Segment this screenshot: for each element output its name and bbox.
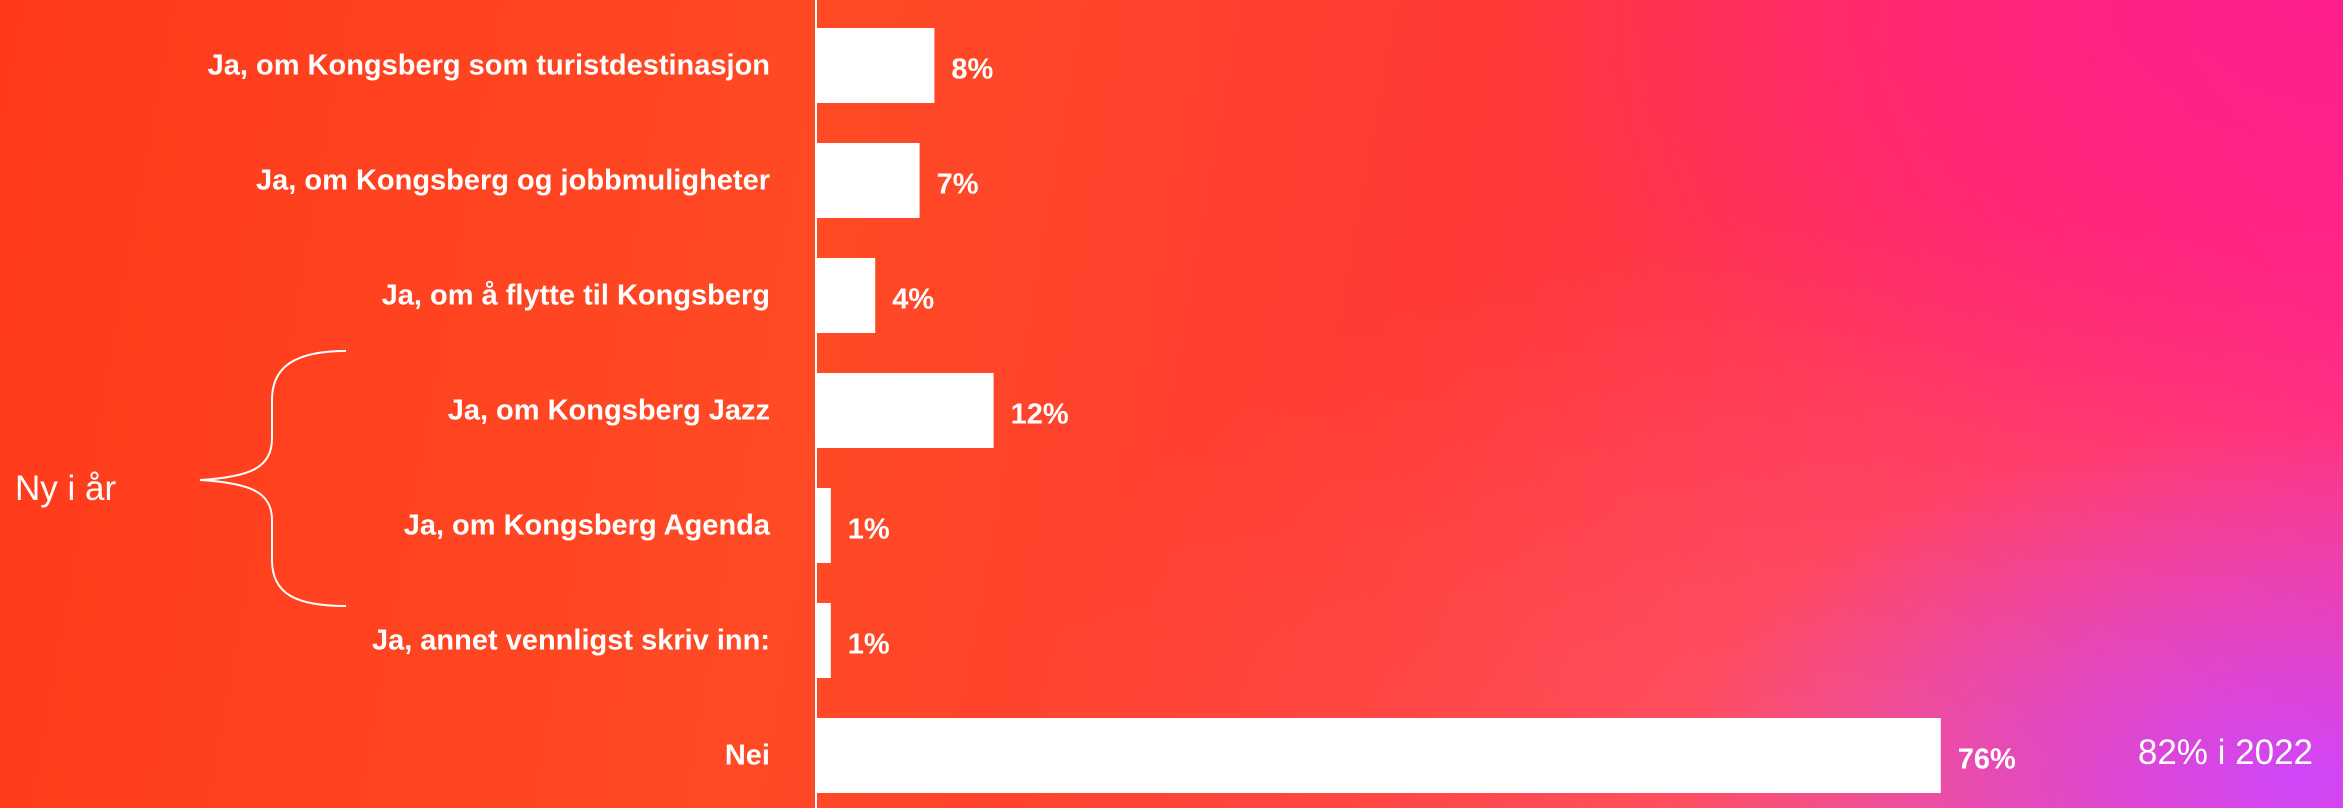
bar — [816, 373, 994, 448]
category-labels-group: Ja, om Kongsberg som turistdestinasjon Ja… — [208, 50, 771, 772]
value-label: 7% — [937, 169, 979, 201]
value-label: 12% — [1011, 399, 1069, 431]
category-label: Nei — [725, 740, 770, 772]
value-label: 4% — [892, 284, 934, 316]
category-label: Ja, annet vennligst skriv inn: — [372, 625, 770, 657]
bars-group — [816, 28, 1941, 793]
comparison-note: 82% i 2022 — [2138, 733, 2313, 772]
bar — [816, 28, 935, 103]
bracket-shape — [199, 350, 347, 607]
bar — [816, 258, 876, 333]
bar — [816, 603, 831, 678]
category-label: Ja, om Kongsberg som turistdestinasjon — [208, 50, 770, 82]
value-label: 76% — [1958, 744, 2016, 776]
value-label: 8% — [951, 54, 993, 86]
bar — [816, 143, 920, 218]
value-labels-group: 8% 7% 4% 12% 1% 1% 76% — [848, 54, 2016, 776]
category-label: Ja, om Kongsberg Agenda — [404, 510, 771, 542]
value-label: 1% — [848, 629, 890, 661]
category-label: Ja, om Kongsberg og jobbmuligheter — [256, 165, 770, 197]
bar — [816, 718, 1941, 793]
value-label: 1% — [848, 514, 890, 546]
category-label: Ja, om Kongsberg Jazz — [448, 395, 770, 427]
category-label: Ja, om å flytte til Kongsberg — [382, 280, 770, 312]
bar — [816, 488, 831, 563]
bracket-label: Ny i år — [15, 469, 116, 508]
